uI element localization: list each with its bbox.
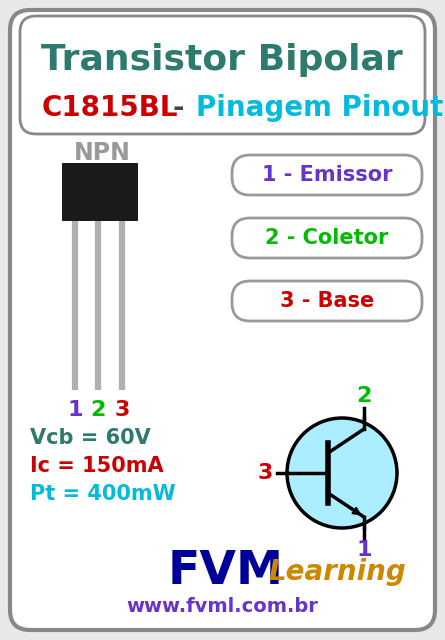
FancyBboxPatch shape (232, 218, 422, 258)
Bar (62, 163, 138, 221)
FancyBboxPatch shape (232, 281, 422, 321)
FancyBboxPatch shape (20, 16, 425, 134)
Text: 2: 2 (356, 386, 372, 406)
Text: C1815BL: C1815BL (42, 94, 178, 122)
Text: Ic = 150mA: Ic = 150mA (30, 456, 164, 476)
Text: Pt = 400mW: Pt = 400mW (30, 484, 176, 504)
Text: Transistor Bipolar: Transistor Bipolar (41, 43, 403, 77)
Text: -: - (172, 94, 184, 122)
Text: 3: 3 (114, 400, 129, 420)
Text: 3: 3 (257, 463, 273, 483)
Text: Vcb = 60V: Vcb = 60V (30, 428, 151, 448)
Text: FVM: FVM (168, 550, 284, 595)
Text: 2: 2 (90, 400, 106, 420)
Text: Learning: Learning (268, 558, 406, 586)
Text: NPN: NPN (73, 141, 130, 165)
Text: 1: 1 (67, 400, 83, 420)
FancyBboxPatch shape (232, 155, 422, 195)
Text: Pinagem Pinout: Pinagem Pinout (196, 94, 443, 122)
Text: 3 - Base: 3 - Base (280, 291, 374, 311)
Text: www.fvml.com.br: www.fvml.com.br (126, 596, 318, 616)
FancyBboxPatch shape (10, 10, 435, 630)
Circle shape (287, 418, 397, 528)
Text: 2 - Coletor: 2 - Coletor (265, 228, 388, 248)
Text: 1 - Emissor: 1 - Emissor (262, 165, 392, 185)
Text: 1: 1 (356, 540, 372, 560)
